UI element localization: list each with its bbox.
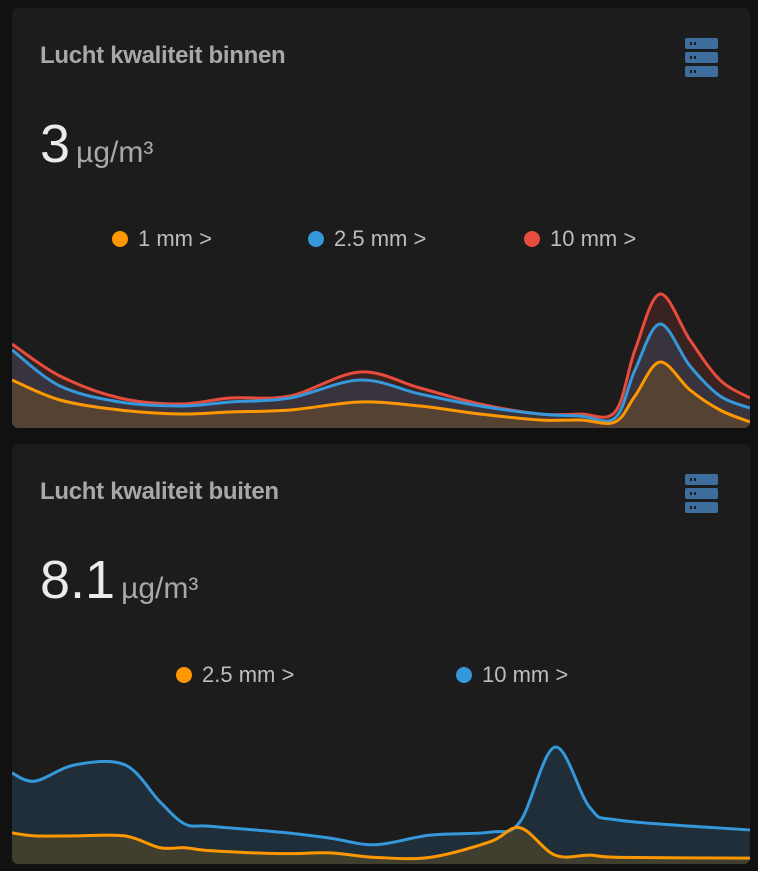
legend-dot: [176, 667, 192, 683]
legend-label: 10 mm >: [550, 226, 637, 251]
state-unit: µg/m³: [121, 572, 199, 605]
legend: 1 mm > 2.5 mm > 10 mm >: [12, 226, 750, 252]
legend-label: 1 mm >: [138, 226, 212, 251]
legend-item-2-5mm[interactable]: 2.5 mm >: [308, 226, 426, 252]
card-indoor-air-quality[interactable]: Lucht kwaliteit binnen 3 µg/m³ 1 mm > 2.5…: [12, 8, 750, 428]
legend-label: 10 mm >: [482, 662, 569, 687]
server-icon: [685, 474, 718, 516]
card-title: Lucht kwaliteit buiten: [40, 478, 279, 505]
state-number: 8.1: [40, 550, 116, 610]
series-line: [12, 322, 750, 423]
legend-label: 2.5 mm >: [202, 662, 295, 687]
state-value: 3 µg/m³: [40, 113, 153, 175]
legend-dot: [456, 667, 472, 683]
legend-dot: [524, 231, 540, 247]
state-value: 8.1 µg/m³: [40, 549, 198, 611]
series-area: [12, 827, 750, 864]
card-title: Lucht kwaliteit binnen: [40, 42, 286, 69]
legend-item-10mm[interactable]: 10 mm >: [456, 662, 568, 688]
series-line: [12, 826, 750, 861]
graph-indoor: [12, 292, 750, 428]
series-area: [12, 361, 750, 428]
series-line: [12, 745, 750, 847]
server-icon: [685, 38, 718, 80]
series-area: [12, 747, 750, 864]
legend-label: 2.5 mm >: [334, 226, 427, 251]
legend-item-1mm[interactable]: 1 mm >: [112, 226, 212, 252]
legend-item-10mm[interactable]: 10 mm >: [524, 226, 636, 252]
legend-item-2-5mm[interactable]: 2.5 mm >: [176, 662, 294, 688]
state-unit: µg/m³: [76, 136, 154, 169]
state-number: 3: [40, 114, 71, 174]
graph-outdoor: [12, 745, 750, 864]
series-line: [12, 360, 750, 425]
legend: 2.5 mm > 10 mm >: [12, 662, 750, 688]
legend-dot: [308, 231, 324, 247]
series-area: [12, 323, 750, 428]
legend-dot: [112, 231, 128, 247]
series-line: [12, 292, 750, 419]
card-outdoor-air-quality[interactable]: Lucht kwaliteit buiten 8.1 µg/m³ 2.5 mm >…: [12, 444, 750, 864]
